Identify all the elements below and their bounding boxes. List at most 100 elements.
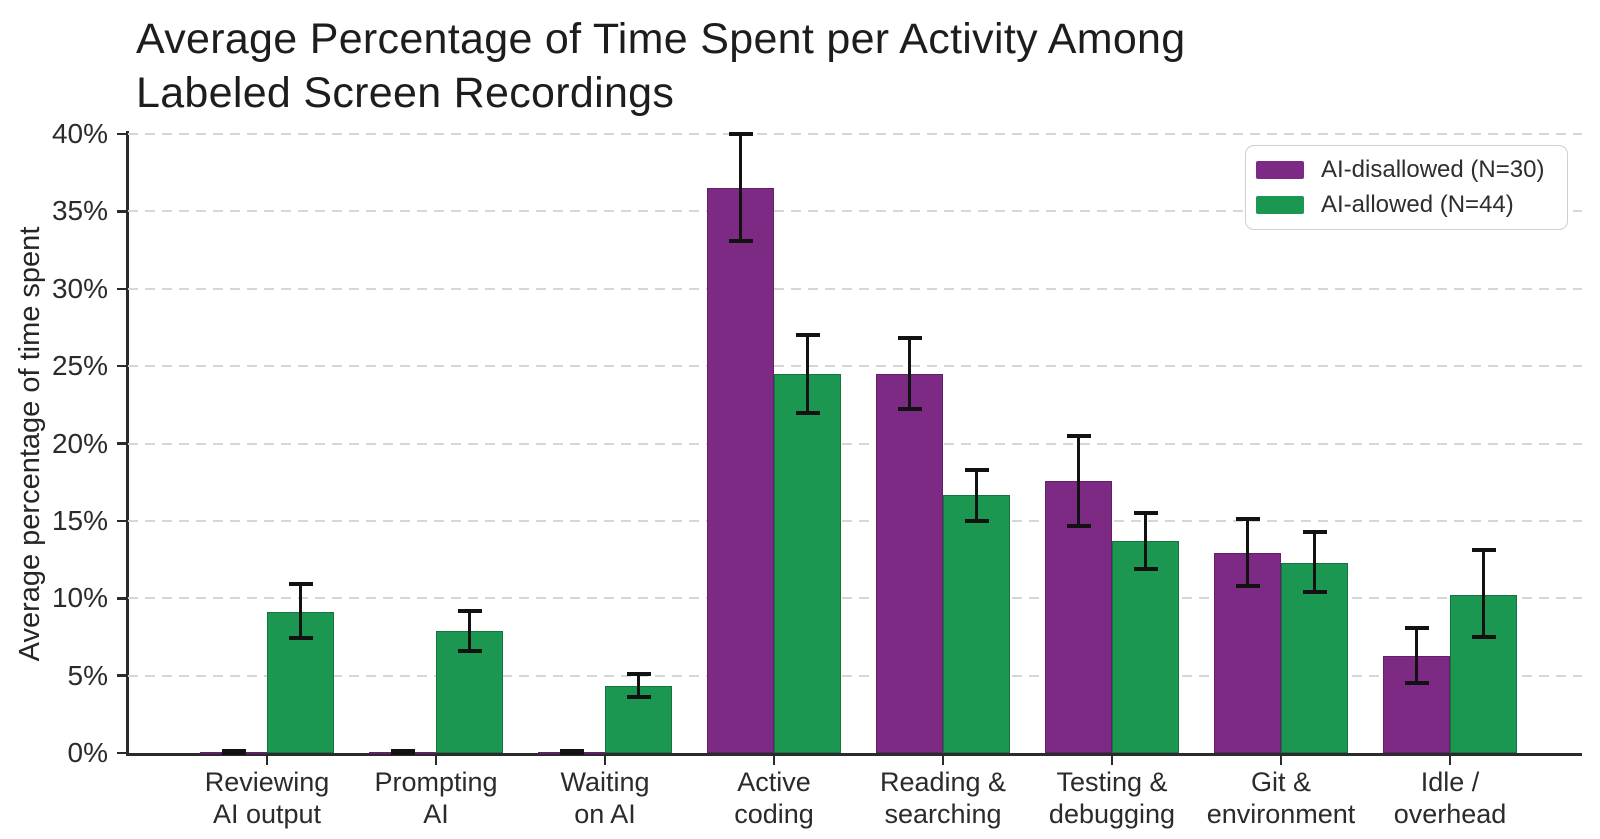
bar-ai-disallowed-active-coding bbox=[707, 188, 774, 753]
bar-ai-allowed-reading-searching bbox=[943, 494, 1010, 753]
x-tick-label-reviewing-ai-output: Reviewing AI output bbox=[137, 766, 397, 830]
legend-entry-ai-allowed: AI-allowed (N=44) bbox=[1256, 191, 1553, 219]
y-tick-label-20: 20% bbox=[51, 427, 108, 459]
errorbar-ai-disallowed-reviewing-ai-output-cap-bottom bbox=[221, 751, 246, 755]
gridline-10 bbox=[128, 597, 1582, 600]
errorbar-ai-allowed-waiting-on-ai-cap-bottom bbox=[626, 695, 651, 700]
x-tick-label-line: searching bbox=[884, 799, 1002, 829]
errorbar-ai-disallowed-reading-searching-line bbox=[908, 338, 911, 410]
gridline-40 bbox=[128, 133, 1582, 135]
x-tickmark-waiting-on-ai bbox=[603, 756, 607, 765]
legend-swatch-ai-allowed bbox=[1256, 196, 1304, 214]
x-tick-label-line: debugging bbox=[1048, 799, 1176, 829]
errorbar-ai-disallowed-reading-searching-cap-bottom bbox=[897, 407, 922, 412]
gridline-25 bbox=[128, 365, 1582, 368]
errorbar-ai-disallowed-git-environment-cap-top bbox=[1235, 517, 1260, 522]
errorbar-ai-disallowed-testing-debugging-line bbox=[1077, 435, 1080, 526]
y-tick-label-30: 30% bbox=[51, 272, 108, 304]
x-tick-label-line: environment bbox=[1206, 799, 1356, 829]
errorbar-ai-allowed-git-environment-line bbox=[1313, 531, 1316, 593]
x-tickmark-reading-searching bbox=[941, 756, 945, 765]
bar-ai-allowed-active-coding bbox=[774, 373, 841, 753]
y-tick-label-15: 15% bbox=[51, 504, 108, 536]
errorbar-ai-allowed-testing-debugging-line bbox=[1144, 513, 1147, 569]
y-tick-label-5: 5% bbox=[67, 659, 108, 691]
errorbar-ai-allowed-reading-searching-cap-top bbox=[964, 467, 989, 472]
y-tickmark-20 bbox=[117, 442, 127, 445]
y-tick-label-40: 40% bbox=[51, 118, 108, 149]
errorbar-ai-disallowed-idle-overhead-cap-bottom bbox=[1404, 681, 1429, 686]
gridline-20 bbox=[128, 442, 1582, 445]
x-tick-label-line: Prompting bbox=[374, 767, 498, 797]
legend: AI-disallowed (N=30) AI-allowed (N=44) bbox=[1245, 145, 1568, 230]
errorbar-ai-disallowed-reading-searching-cap-top bbox=[897, 336, 922, 341]
y-tickmark-0 bbox=[117, 751, 127, 755]
y-tickmark-5 bbox=[117, 674, 127, 677]
x-tickmark-reviewing-ai-output bbox=[265, 756, 269, 765]
x-tick-label-idle-overhead: Idle / overhead bbox=[1320, 766, 1580, 830]
bar-ai-allowed-testing-debugging bbox=[1112, 540, 1179, 753]
errorbar-ai-disallowed-idle-overhead-cap-top bbox=[1404, 625, 1429, 630]
x-tick-label-waiting-on-ai: Waiting on AI bbox=[475, 766, 735, 830]
errorbar-ai-allowed-testing-debugging-cap-bottom bbox=[1133, 566, 1158, 571]
errorbar-ai-disallowed-git-environment-line bbox=[1246, 519, 1249, 586]
x-tick-label-line: Git & bbox=[1250, 767, 1311, 797]
chart-title: Average Percentage of Time Spent per Act… bbox=[136, 12, 1185, 120]
errorbar-ai-allowed-reviewing-ai-output-line bbox=[299, 584, 302, 639]
errorbar-ai-allowed-active-coding-cap-top bbox=[795, 333, 820, 338]
errorbar-ai-allowed-reviewing-ai-output-cap-top bbox=[288, 582, 313, 587]
y-tickmark-30 bbox=[117, 287, 127, 290]
x-tickmark-git-environment bbox=[1279, 756, 1283, 765]
x-tick-label-line: AI output bbox=[212, 799, 322, 829]
y-tick-label-10: 10% bbox=[51, 582, 108, 614]
y-tick-label-0: 0% bbox=[67, 737, 108, 768]
x-tickmark-active-coding bbox=[772, 756, 776, 765]
errorbar-ai-disallowed-active-coding-cap-bottom bbox=[728, 238, 753, 243]
chart-title-line-1: Average Percentage of Time Spent per Act… bbox=[136, 15, 1186, 63]
errorbar-ai-disallowed-active-coding-cap-top bbox=[728, 132, 753, 136]
bar-ai-disallowed-reading-searching bbox=[876, 373, 943, 753]
errorbar-ai-allowed-git-environment-cap-top bbox=[1302, 529, 1327, 534]
errorbar-ai-allowed-reading-searching-cap-bottom bbox=[964, 518, 989, 523]
errorbar-ai-allowed-waiting-on-ai-line bbox=[637, 674, 640, 698]
x-tick-label-line: overhead bbox=[1393, 799, 1507, 829]
x-tick-label-line: coding bbox=[734, 799, 814, 829]
errorbar-ai-allowed-prompting-ai-cap-bottom bbox=[457, 648, 482, 653]
legend-label-ai-disallowed: AI-disallowed (N=30) bbox=[1321, 156, 1545, 183]
x-tick-label-prompting-ai: Prompting AI bbox=[306, 766, 566, 830]
errorbar-ai-disallowed-idle-overhead-line bbox=[1415, 627, 1418, 684]
errorbar-ai-disallowed-prompting-ai-cap-bottom bbox=[390, 751, 415, 755]
x-tick-label-line: AI bbox=[423, 799, 449, 829]
errorbar-ai-allowed-prompting-ai-line bbox=[468, 610, 471, 651]
y-axis-line bbox=[126, 131, 129, 755]
x-tick-label-active-coding: Active coding bbox=[644, 766, 904, 830]
x-tick-label-line: Waiting bbox=[560, 767, 650, 797]
errorbar-ai-allowed-idle-overhead-cap-top bbox=[1471, 548, 1496, 553]
y-tickmark-35 bbox=[117, 210, 127, 213]
errorbar-ai-allowed-prompting-ai-cap-top bbox=[457, 608, 482, 613]
x-tickmark-prompting-ai bbox=[434, 756, 438, 765]
x-tick-label-reading-searching: Reading & searching bbox=[813, 766, 1073, 830]
x-axis-line bbox=[126, 753, 1582, 756]
errorbar-ai-disallowed-testing-debugging-cap-top bbox=[1066, 433, 1091, 438]
legend-label-ai-allowed: AI-allowed (N=44) bbox=[1321, 191, 1514, 218]
errorbar-ai-allowed-reviewing-ai-output-cap-bottom bbox=[288, 636, 313, 641]
gridline-30 bbox=[128, 287, 1582, 290]
bar-ai-allowed-git-environment bbox=[1281, 562, 1348, 753]
errorbar-ai-disallowed-git-environment-cap-bottom bbox=[1235, 583, 1260, 588]
plot-area bbox=[128, 132, 1582, 755]
errorbar-ai-allowed-active-coding-cap-bottom bbox=[795, 410, 820, 415]
bar-ai-allowed-prompting-ai bbox=[436, 630, 503, 753]
x-tick-label-line: Reading & bbox=[879, 767, 1007, 797]
chart-title-line-2: Labeled Screen Recordings bbox=[136, 69, 675, 117]
x-tick-label-testing-debugging: Testing & debugging bbox=[982, 766, 1242, 830]
x-tick-label-git-environment: Git & environment bbox=[1151, 766, 1411, 830]
errorbar-ai-disallowed-active-coding-line bbox=[739, 134, 742, 241]
errorbar-ai-allowed-idle-overhead-line bbox=[1482, 550, 1485, 637]
errorbar-ai-allowed-waiting-on-ai-cap-top bbox=[626, 672, 651, 677]
errorbar-ai-allowed-idle-overhead-cap-bottom bbox=[1471, 634, 1496, 639]
errorbar-ai-disallowed-waiting-on-ai-cap-bottom bbox=[559, 751, 584, 755]
legend-swatch-ai-disallowed bbox=[1256, 161, 1304, 179]
x-tick-label-line: Reviewing bbox=[204, 767, 330, 797]
